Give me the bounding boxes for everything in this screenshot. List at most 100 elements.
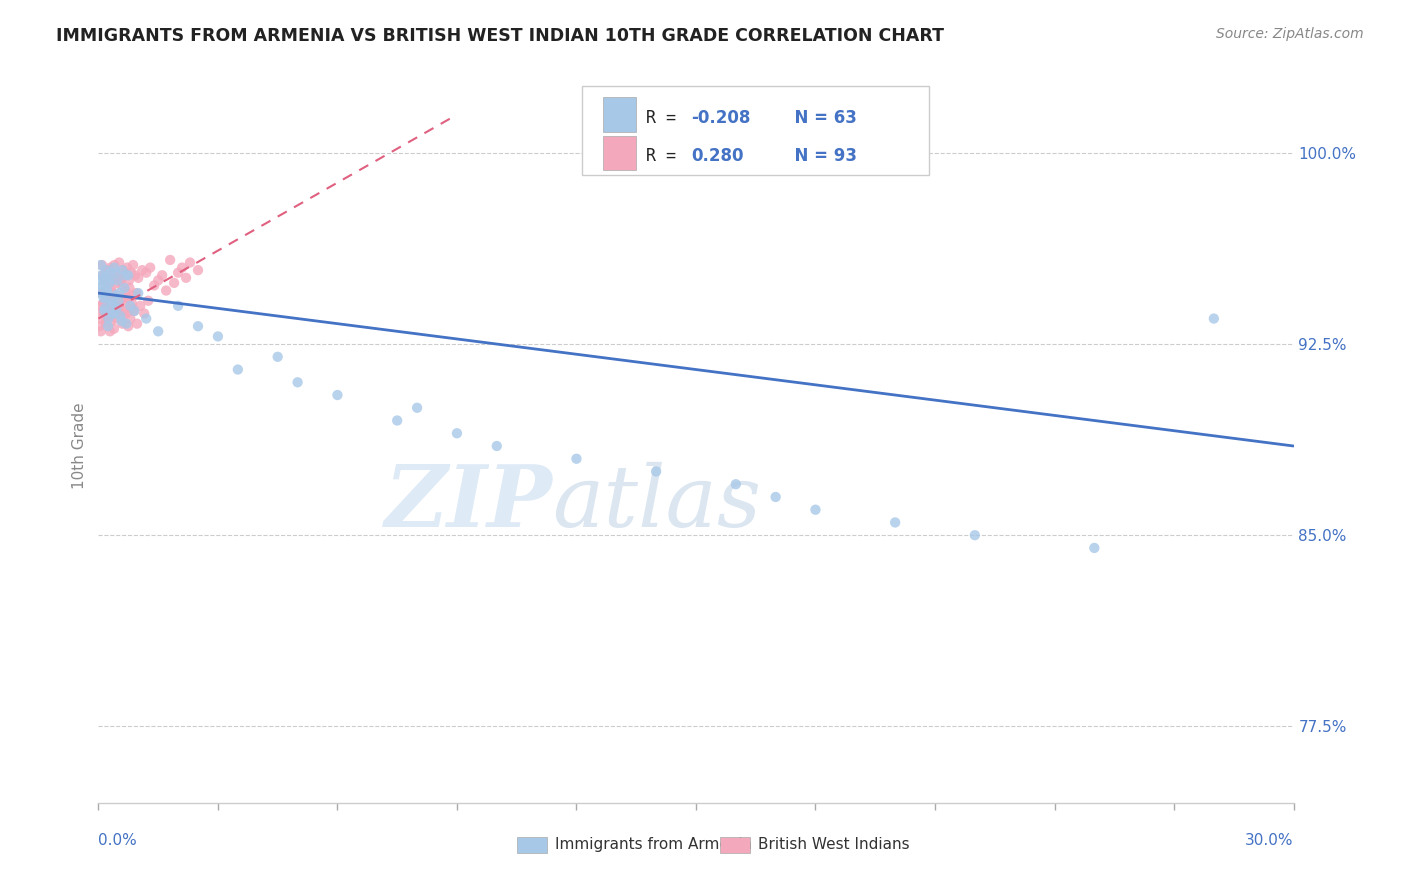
Point — [91, 273, 114, 287]
Point — [110, 309, 132, 323]
Text: Immigrants from Armenia: Immigrants from Armenia — [555, 838, 752, 853]
Point — [93, 291, 115, 305]
Point — [96, 284, 118, 298]
Point — [103, 322, 125, 336]
Point — [120, 266, 142, 280]
Point — [90, 286, 112, 301]
Point — [108, 286, 131, 301]
Point — [150, 268, 173, 283]
Point — [114, 268, 136, 283]
Point — [94, 317, 117, 331]
Point — [120, 311, 142, 326]
Point — [139, 260, 162, 275]
Text: -0.208: -0.208 — [692, 109, 751, 127]
Point — [104, 266, 127, 280]
Point — [115, 306, 138, 320]
Point — [385, 413, 409, 427]
Point — [96, 270, 118, 285]
Point — [90, 258, 112, 272]
Point — [94, 268, 117, 283]
Point — [94, 314, 117, 328]
Point — [565, 451, 588, 466]
Point — [111, 263, 134, 277]
FancyBboxPatch shape — [517, 837, 547, 853]
Point — [93, 273, 115, 287]
Point — [98, 266, 122, 280]
FancyBboxPatch shape — [582, 86, 929, 175]
Point — [326, 388, 349, 402]
Point — [91, 278, 114, 293]
Point — [97, 266, 120, 280]
Point — [110, 309, 132, 323]
Point — [287, 376, 309, 390]
Point — [884, 516, 907, 530]
Y-axis label: 10th Grade: 10th Grade — [72, 402, 87, 490]
Text: British West Indians: British West Indians — [758, 838, 910, 853]
Point — [108, 255, 131, 269]
Point — [187, 319, 209, 334]
Point — [122, 288, 145, 302]
Point — [105, 301, 128, 316]
Point — [114, 291, 136, 305]
Point — [110, 273, 132, 287]
Point — [645, 465, 668, 479]
Point — [122, 258, 145, 272]
Point — [98, 324, 121, 338]
Point — [107, 293, 129, 308]
Point — [804, 502, 827, 516]
Point — [105, 304, 128, 318]
Point — [110, 278, 132, 293]
Point — [98, 260, 122, 275]
Point — [101, 268, 124, 283]
FancyBboxPatch shape — [720, 837, 749, 853]
Point — [98, 273, 121, 287]
Text: atlas: atlas — [553, 462, 762, 544]
Point — [97, 270, 120, 285]
Point — [115, 317, 138, 331]
Point — [155, 284, 177, 298]
Point — [118, 273, 141, 287]
Text: N = 63: N = 63 — [783, 109, 858, 127]
Point — [104, 288, 127, 302]
Point — [90, 324, 112, 338]
Point — [107, 301, 129, 316]
Point — [111, 317, 134, 331]
Point — [98, 263, 121, 277]
Point — [163, 276, 186, 290]
Point — [91, 258, 114, 272]
Point — [724, 477, 747, 491]
Point — [105, 270, 128, 285]
Point — [97, 309, 120, 323]
Point — [174, 270, 197, 285]
Point — [117, 319, 139, 334]
Point — [1202, 311, 1225, 326]
Point — [96, 288, 118, 302]
Point — [124, 268, 146, 283]
Point — [100, 296, 122, 310]
Point — [101, 304, 124, 318]
Point — [103, 306, 125, 320]
Text: Source: ZipAtlas.com: Source: ZipAtlas.com — [1216, 27, 1364, 41]
Point — [94, 301, 117, 316]
Point — [1083, 541, 1105, 555]
Point — [103, 286, 125, 301]
Point — [98, 276, 121, 290]
Point — [94, 284, 117, 298]
Point — [89, 319, 111, 334]
Point — [90, 268, 112, 283]
Point — [101, 291, 124, 305]
Point — [91, 296, 114, 310]
Point — [135, 311, 157, 326]
Point — [101, 296, 124, 310]
Point — [91, 304, 114, 318]
Point — [100, 314, 122, 328]
Point — [118, 281, 141, 295]
Point — [143, 278, 166, 293]
Point — [89, 299, 111, 313]
Text: 0.280: 0.280 — [692, 147, 744, 166]
Point — [104, 299, 127, 313]
Point — [207, 329, 229, 343]
Point — [100, 273, 122, 287]
Point — [120, 299, 142, 313]
Point — [125, 286, 148, 301]
